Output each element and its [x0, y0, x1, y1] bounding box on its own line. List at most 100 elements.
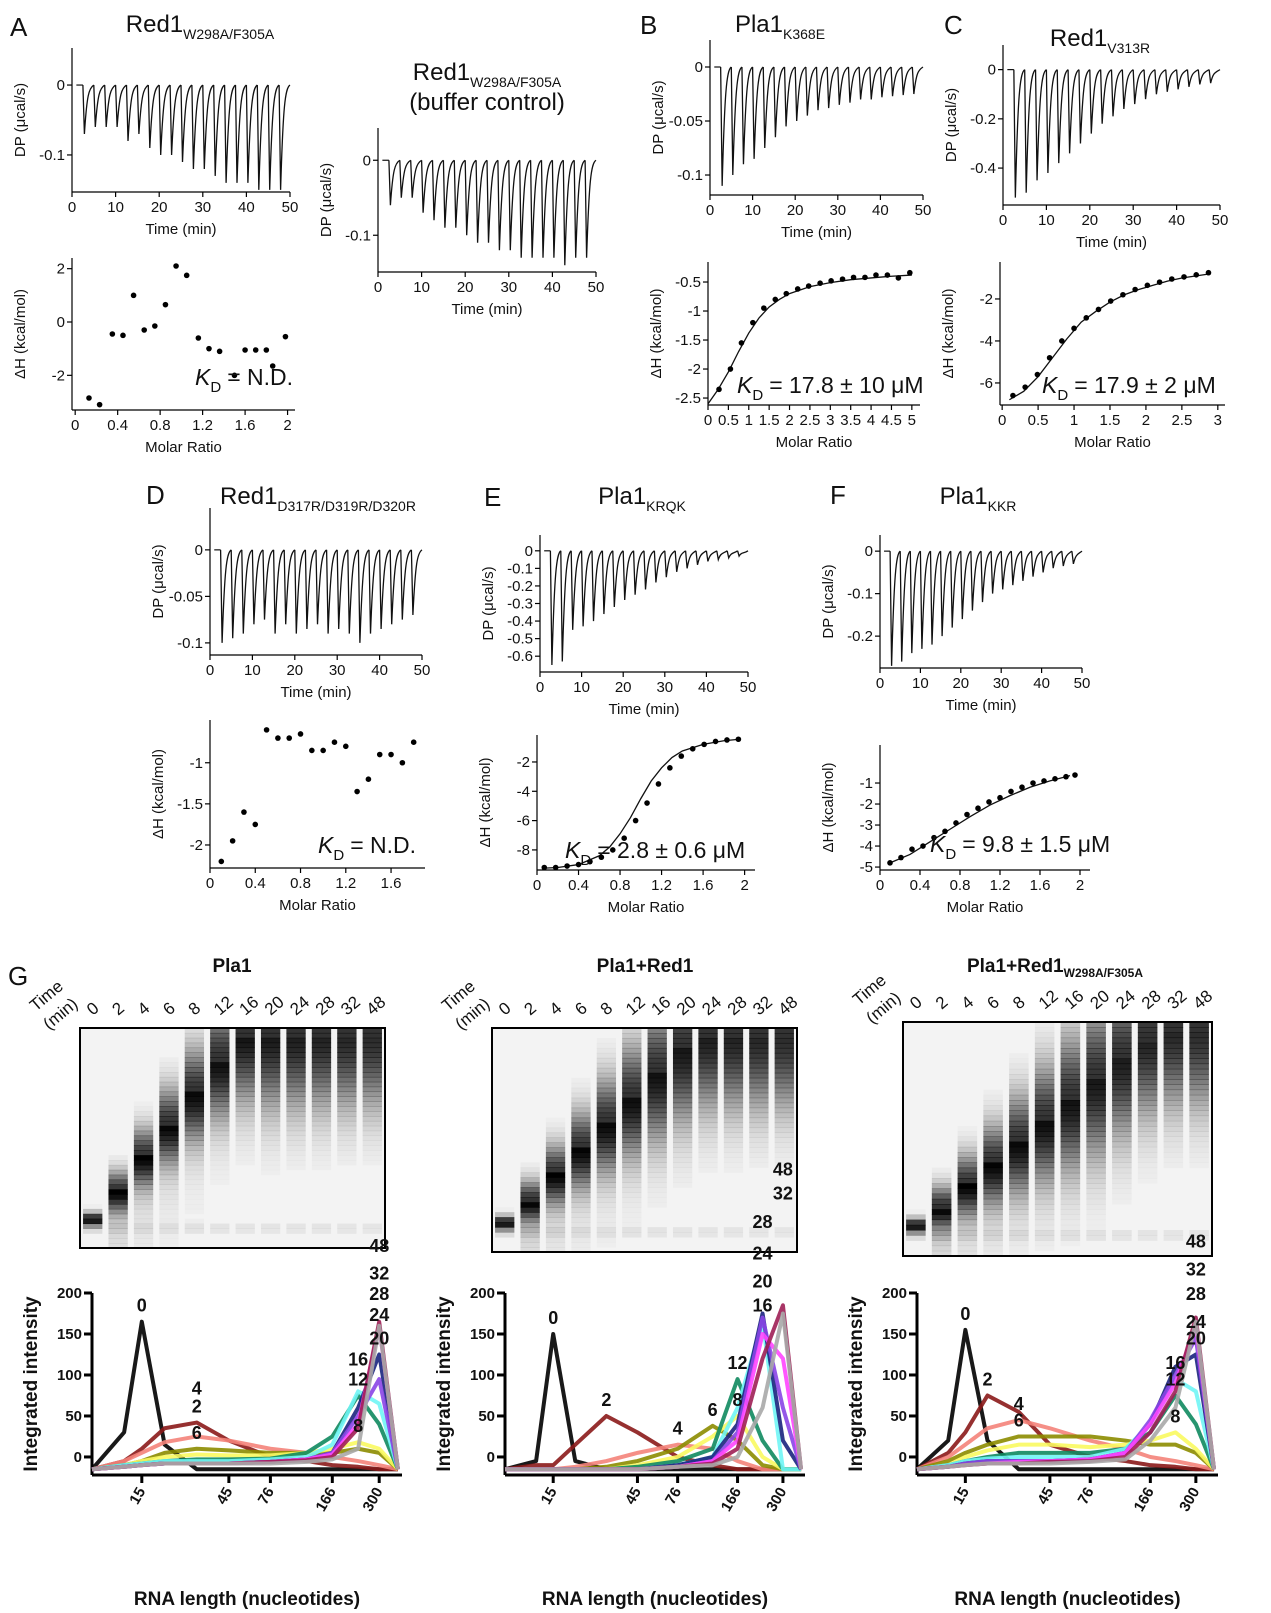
gel-band [1035, 1121, 1055, 1127]
gel-band [363, 1224, 382, 1229]
gel-band [286, 1033, 305, 1038]
injection-peak [696, 551, 706, 565]
gel-band [159, 1184, 178, 1189]
gel-band [724, 1123, 743, 1128]
gel-band [1009, 1074, 1029, 1080]
y-tick-label: -2 [190, 837, 203, 854]
gel-band [261, 1224, 280, 1229]
gel-band [597, 1217, 616, 1222]
injection-peak [257, 85, 268, 190]
gel-band [363, 1028, 382, 1033]
gel-band [775, 1063, 794, 1068]
data-point [761, 305, 767, 311]
x-tick-label: 15 [950, 1485, 973, 1508]
gel-band [1189, 1058, 1209, 1064]
gel-band [673, 1232, 692, 1237]
gel-band [1035, 1246, 1055, 1252]
lane-label: 48 [775, 992, 802, 1019]
gel-band [337, 1101, 356, 1106]
x-tick-label: 50 [1212, 212, 1229, 229]
gel-band [108, 1189, 127, 1194]
gel-band [1061, 1090, 1081, 1096]
gel-band [724, 1138, 743, 1143]
gel-band [673, 1088, 692, 1093]
gel-band [1086, 1225, 1106, 1231]
gel-band [261, 1087, 280, 1092]
lane-label: 0 [906, 992, 925, 1013]
gel-band [673, 1128, 692, 1133]
gel-band [1009, 1053, 1029, 1059]
gel-band [1009, 1178, 1029, 1184]
x-tick-label: 1.2 [335, 875, 356, 892]
gel-band [546, 1133, 565, 1138]
gel-band [185, 1136, 204, 1141]
gel-band [622, 1177, 641, 1182]
gel-band [337, 1111, 356, 1116]
gel-band [1009, 1214, 1029, 1220]
gel-band [108, 1204, 127, 1209]
gel-band [1009, 1100, 1029, 1106]
data-point [1108, 298, 1114, 304]
gel-band [1061, 1230, 1081, 1236]
gel-band [906, 1235, 926, 1241]
injection-peak [717, 551, 727, 560]
gel-band [236, 1052, 255, 1057]
gel-band [1138, 1038, 1158, 1044]
gel-band [1086, 1126, 1106, 1132]
gel-band [673, 1068, 692, 1073]
gel-band [1035, 1038, 1055, 1044]
gel-band [236, 1048, 255, 1053]
y-tick-label: -2.5 [675, 390, 701, 407]
y-tick-label: -1.5 [675, 332, 701, 349]
gel-band [932, 1178, 952, 1184]
x-tick-label: 2 [785, 412, 793, 429]
injection-peak [231, 550, 242, 638]
x-tick-label: 0 [704, 412, 712, 429]
x-axis-label: RNA length (nucleotides) [954, 1589, 1180, 1610]
gel-band [312, 1165, 331, 1170]
gel-band [261, 1077, 280, 1082]
gel-band [134, 1121, 153, 1126]
gel-band [698, 1078, 717, 1083]
gel-band [1112, 1157, 1132, 1163]
gel-band [622, 1162, 641, 1167]
x-tick-label: 45 [213, 1485, 236, 1508]
gel-band [958, 1240, 978, 1246]
gel-band [261, 1072, 280, 1077]
gel-band [546, 1157, 565, 1162]
x-tick-label: 1 [745, 412, 753, 429]
gel-band [1086, 1121, 1106, 1127]
gel-band [236, 1038, 255, 1043]
gel-band [775, 1088, 794, 1093]
gel-band [1138, 1178, 1158, 1184]
injection-peak [753, 67, 764, 159]
gel-band [1009, 1152, 1029, 1158]
gel-band [1164, 1064, 1184, 1070]
gel-band [185, 1072, 204, 1077]
x-axis-label: Time (min) [945, 697, 1016, 714]
data-point [1022, 384, 1028, 390]
gel-band [597, 1123, 616, 1128]
gel-band [1035, 1058, 1055, 1064]
gel-band [363, 1145, 382, 1150]
x-tick-label: 30 [500, 279, 517, 296]
gel-band [1035, 1178, 1055, 1184]
y-axis-label: DP (μcal/s) [650, 80, 667, 154]
gel-band [648, 1103, 667, 1108]
gel-band [1035, 1131, 1055, 1137]
title-main: Red1 [413, 59, 470, 86]
gel-band [775, 1028, 794, 1033]
gel-band [622, 1147, 641, 1152]
gel-band [932, 1235, 952, 1241]
gel-band [546, 1172, 565, 1177]
gel-band [286, 1092, 305, 1097]
x-tick-label: 10 [744, 202, 761, 219]
gel-band [597, 1177, 616, 1182]
gel-band [571, 1182, 590, 1187]
injection-peak [1198, 70, 1209, 85]
injection-peak [422, 160, 433, 213]
gel-band [210, 1150, 229, 1155]
gel-band [571, 1123, 590, 1128]
gel-band [673, 1157, 692, 1162]
injection-peak [1155, 70, 1166, 95]
